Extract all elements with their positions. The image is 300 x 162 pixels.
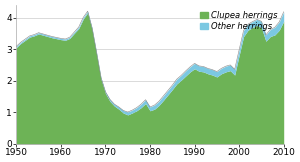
Legend: Clupea herrings, Other herrings: Clupea herrings, Other herrings — [199, 9, 280, 32]
